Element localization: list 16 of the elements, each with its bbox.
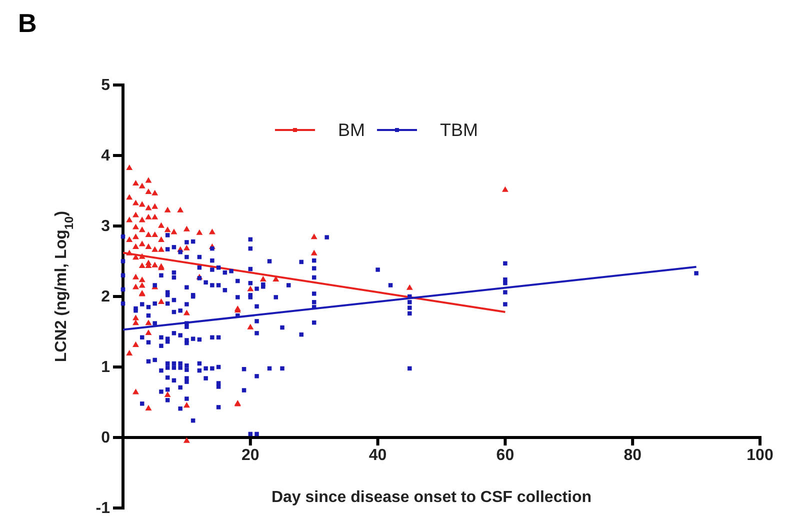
y-tick-label: 4 xyxy=(101,148,110,165)
x-tick-label: 60 xyxy=(496,446,514,464)
x-tick-label: 100 xyxy=(746,446,774,464)
y-tick-label: 2 xyxy=(101,288,110,306)
y-tick-label: 3 xyxy=(101,218,110,236)
x-tick-label: 80 xyxy=(624,446,642,464)
chart-title: B xyxy=(18,8,37,38)
legend-label: BM xyxy=(338,120,365,140)
x-tick-label: 20 xyxy=(242,446,260,464)
x-tick-label: 40 xyxy=(368,446,387,464)
y-tick-label: -1 xyxy=(96,500,110,518)
y-tick-label: 0 xyxy=(101,430,110,447)
y-tick-label: 5 xyxy=(101,77,110,94)
x-axis-title: Day since disease onset to CSF collection xyxy=(271,489,592,506)
legend-label: TBM xyxy=(440,120,478,140)
y-tick-label: 1 xyxy=(101,359,110,376)
